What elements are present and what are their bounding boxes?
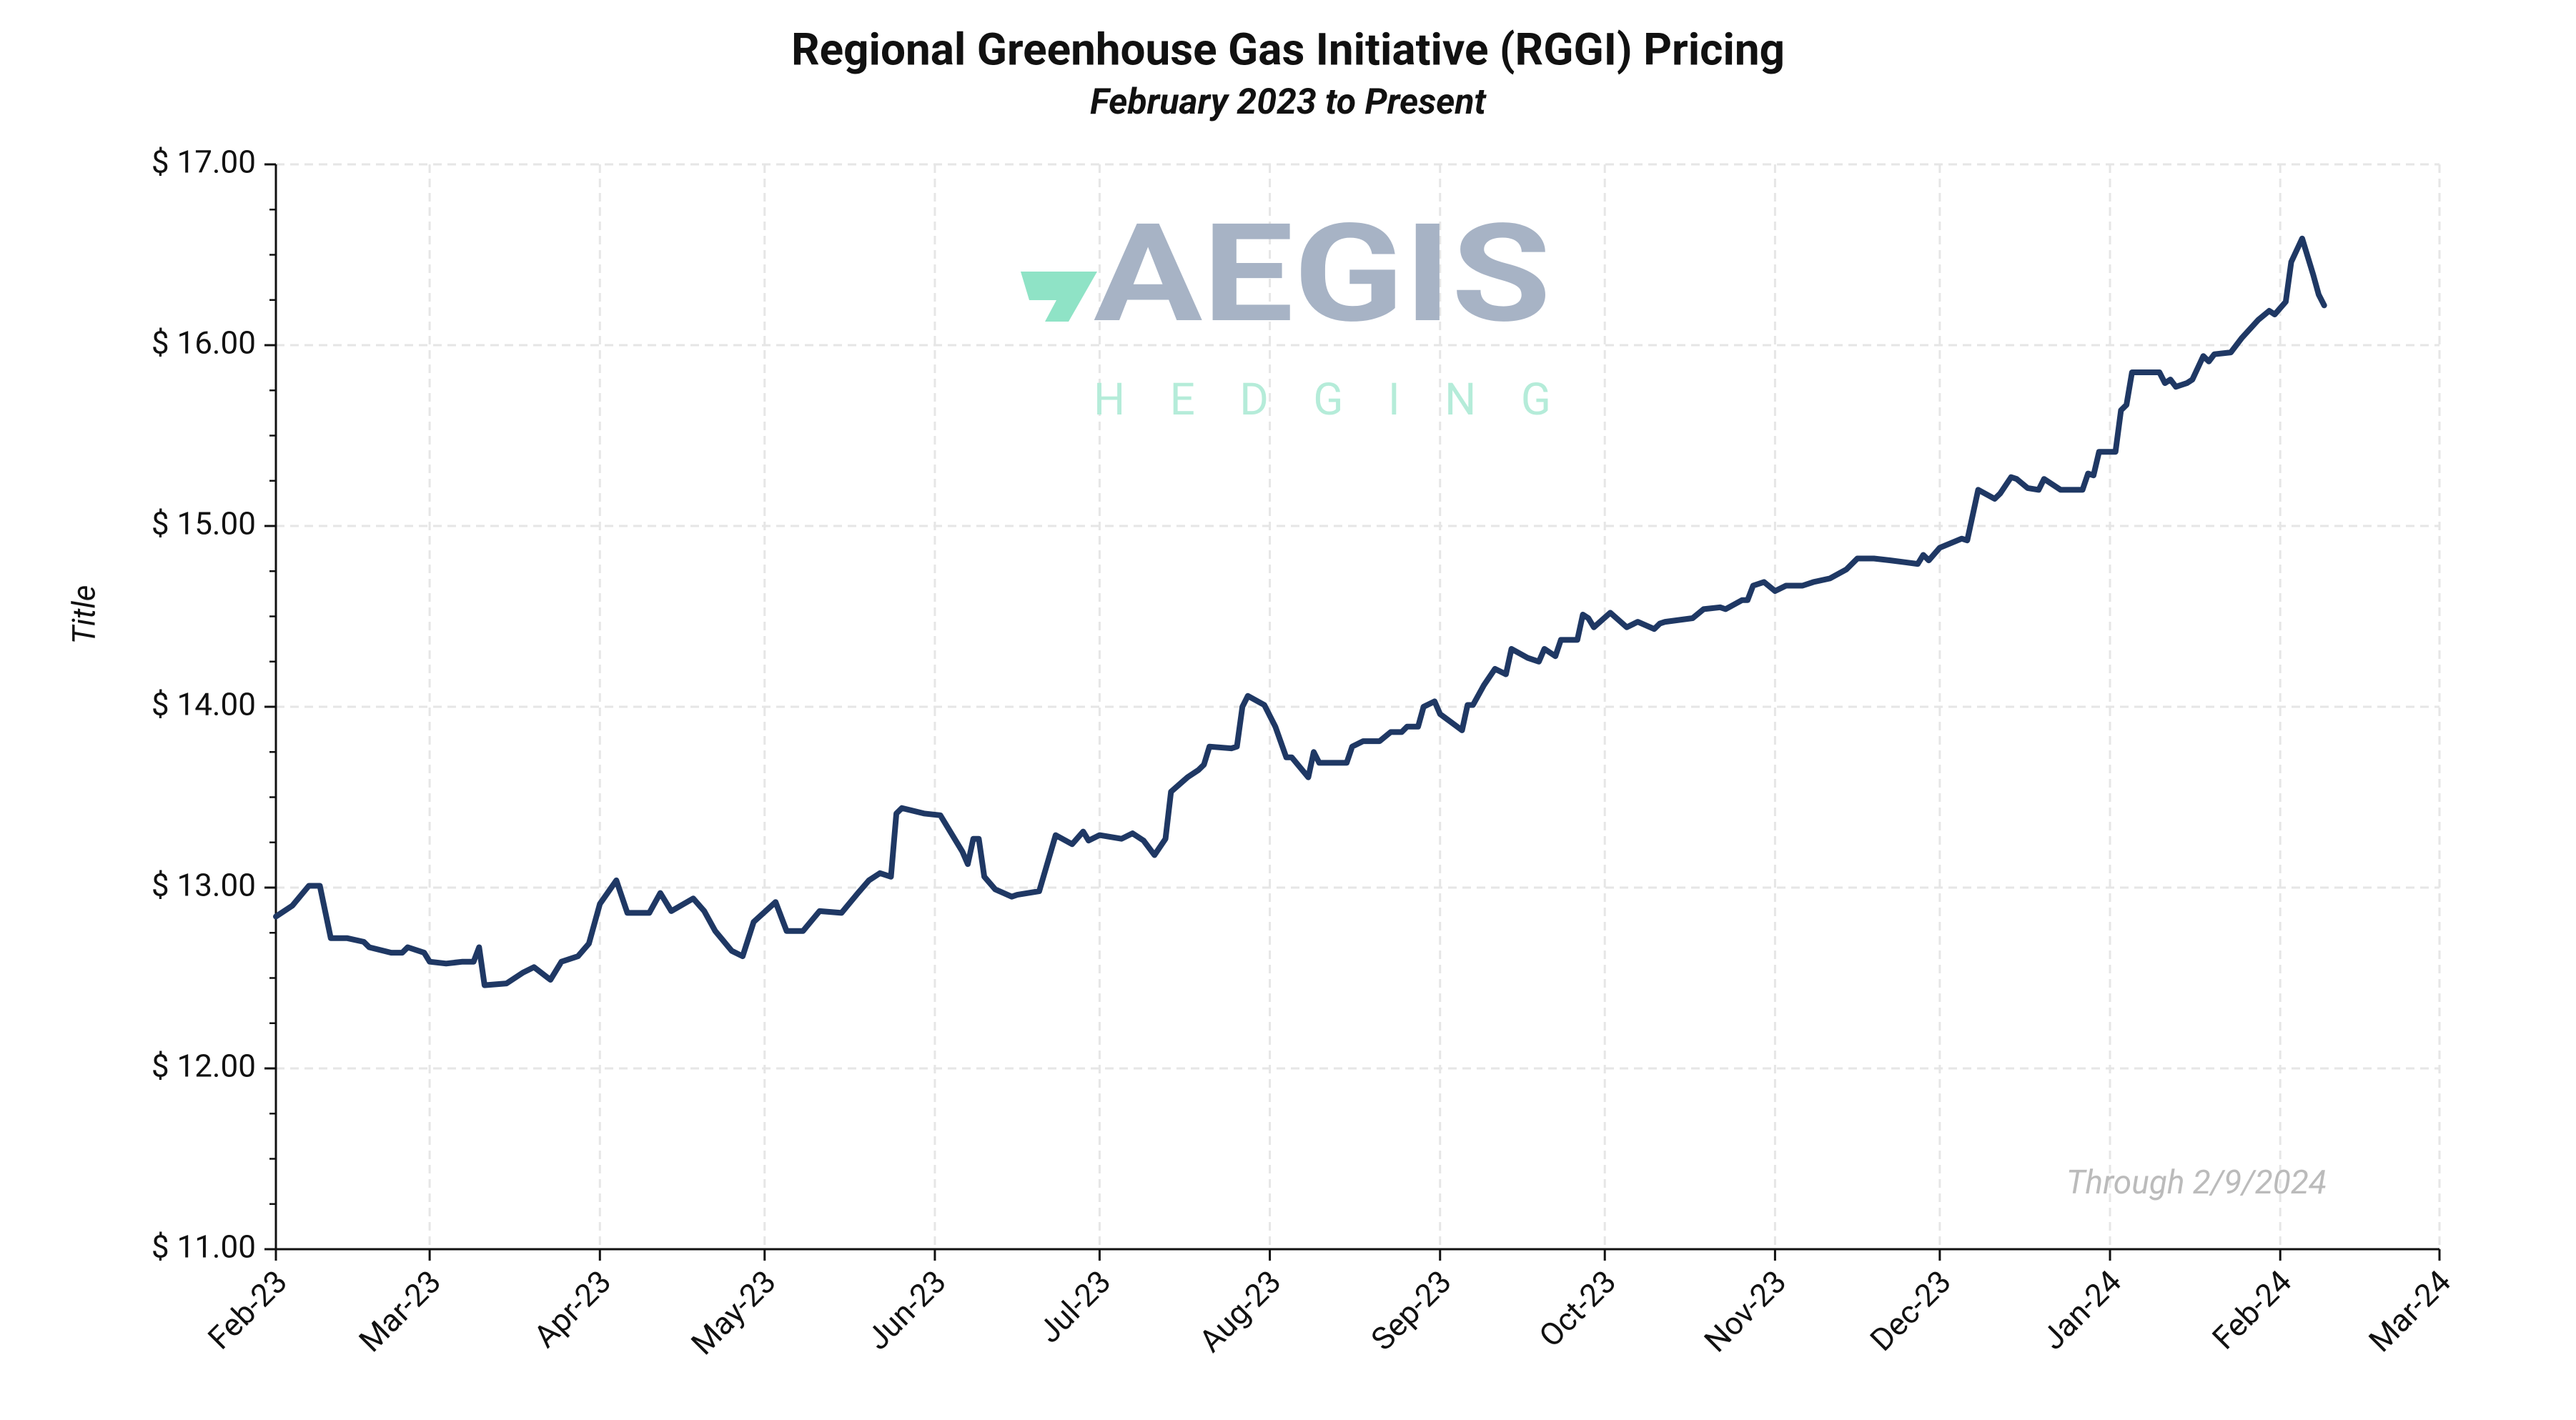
x-tick-label: Jun-23 xyxy=(859,1263,953,1357)
watermark-subtext: HEDGING xyxy=(1094,374,1551,426)
grid xyxy=(274,163,2441,1251)
watermark-text: AEGIS xyxy=(1094,195,1551,354)
y-tick-label: $ 11.00 xyxy=(152,1228,256,1266)
x-tick-label: Jan-24 xyxy=(2034,1263,2129,1357)
x-tick-label: Oct-23 xyxy=(1532,1263,1623,1354)
chart-title: Regional Greenhouse Gas Initiative (RGGI… xyxy=(791,24,1785,76)
y-tick-label: $ 15.00 xyxy=(152,505,256,542)
watermark: AEGIS HEDGING xyxy=(1021,195,1551,426)
x-tick-label: Feb-23 xyxy=(201,1263,294,1356)
x-tick-label: Mar-24 xyxy=(2362,1263,2458,1359)
annotation: Through 2/9/2024 xyxy=(2066,1163,2327,1202)
x-tick-label: May-23 xyxy=(684,1263,783,1362)
x-tick-label: Feb-24 xyxy=(2205,1263,2299,1356)
x-tick-label: Sep-23 xyxy=(1364,1263,1459,1358)
x-tick-label: Mar-23 xyxy=(352,1263,448,1359)
x-tick-label: Nov-23 xyxy=(1697,1263,1793,1359)
x-tick-label: Apr-23 xyxy=(527,1263,619,1355)
y-tick-label: $ 12.00 xyxy=(152,1048,256,1085)
y-tick-label: $ 17.00 xyxy=(152,144,256,181)
y-tick-label: $ 16.00 xyxy=(152,324,256,362)
data-line xyxy=(273,235,2327,988)
y-axis-label: Title xyxy=(66,585,103,645)
x-tick-label: Dec-23 xyxy=(1863,1263,1958,1359)
watermark-logo xyxy=(1021,272,1097,322)
y-tick-label: $ 14.00 xyxy=(152,686,256,723)
chart-subtitle: February 2023 to Present xyxy=(1090,81,1487,123)
x-tick-label: Aug-23 xyxy=(1192,1263,1288,1359)
y-tick-label: $ 13.00 xyxy=(152,867,256,904)
x-tick-label: Jul-23 xyxy=(1031,1263,1118,1350)
